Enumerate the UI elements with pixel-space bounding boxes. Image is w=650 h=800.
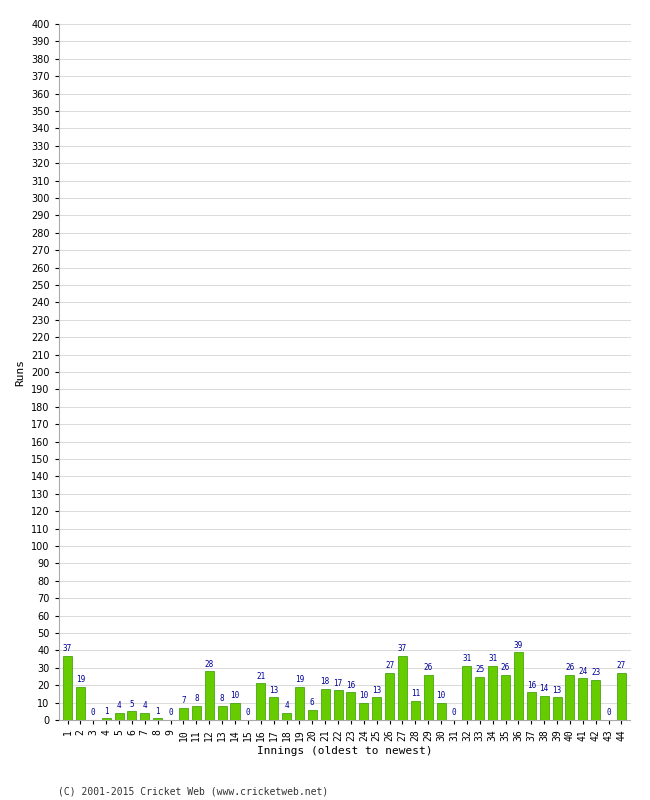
Text: 6: 6 bbox=[310, 698, 315, 707]
Bar bbox=[218, 706, 227, 720]
Text: 24: 24 bbox=[578, 666, 588, 676]
Text: 8: 8 bbox=[194, 694, 199, 703]
Bar bbox=[101, 718, 111, 720]
Bar bbox=[501, 674, 510, 720]
Bar bbox=[552, 698, 562, 720]
Text: 1: 1 bbox=[155, 706, 160, 716]
Bar bbox=[192, 706, 201, 720]
Bar bbox=[153, 718, 162, 720]
Text: 4: 4 bbox=[117, 702, 122, 710]
Text: 26: 26 bbox=[501, 663, 510, 672]
Text: 0: 0 bbox=[91, 708, 96, 718]
Text: 16: 16 bbox=[346, 681, 356, 690]
Bar bbox=[295, 687, 304, 720]
Text: 5: 5 bbox=[129, 700, 135, 709]
Bar bbox=[127, 711, 136, 720]
Bar bbox=[411, 701, 420, 720]
Bar bbox=[333, 690, 343, 720]
Bar bbox=[282, 713, 291, 720]
Bar bbox=[308, 710, 317, 720]
Bar bbox=[346, 692, 356, 720]
Text: 21: 21 bbox=[256, 672, 265, 681]
Text: 0: 0 bbox=[606, 708, 611, 718]
Text: 4: 4 bbox=[142, 702, 147, 710]
Text: 16: 16 bbox=[526, 681, 536, 690]
Text: 23: 23 bbox=[591, 668, 601, 678]
Bar bbox=[566, 674, 575, 720]
Bar bbox=[372, 698, 381, 720]
Text: 19: 19 bbox=[76, 675, 85, 684]
Bar bbox=[256, 683, 265, 720]
Bar bbox=[231, 702, 239, 720]
Bar bbox=[578, 678, 588, 720]
Text: 11: 11 bbox=[411, 690, 420, 698]
Bar bbox=[359, 702, 369, 720]
Text: 10: 10 bbox=[437, 691, 446, 700]
Text: 13: 13 bbox=[552, 686, 562, 694]
Bar bbox=[488, 666, 497, 720]
Text: 7: 7 bbox=[181, 696, 186, 706]
Text: 37: 37 bbox=[63, 644, 72, 653]
Bar bbox=[269, 698, 278, 720]
Text: 1: 1 bbox=[104, 706, 109, 716]
Text: 10: 10 bbox=[230, 691, 240, 700]
Text: 27: 27 bbox=[617, 662, 626, 670]
Text: 17: 17 bbox=[333, 679, 343, 688]
Text: 39: 39 bbox=[514, 641, 523, 650]
Bar bbox=[205, 671, 214, 720]
Text: 18: 18 bbox=[320, 677, 330, 686]
Bar bbox=[140, 713, 150, 720]
Bar bbox=[320, 689, 330, 720]
Bar bbox=[179, 708, 188, 720]
Text: 28: 28 bbox=[205, 660, 214, 669]
Bar bbox=[114, 713, 124, 720]
Text: 27: 27 bbox=[385, 662, 394, 670]
Text: 13: 13 bbox=[269, 686, 278, 694]
Text: 26: 26 bbox=[424, 663, 433, 672]
Bar bbox=[526, 692, 536, 720]
Text: 31: 31 bbox=[462, 654, 471, 663]
Bar bbox=[514, 652, 523, 720]
Text: 0: 0 bbox=[168, 708, 173, 718]
Bar bbox=[63, 656, 72, 720]
Text: 19: 19 bbox=[295, 675, 304, 684]
Bar bbox=[540, 696, 549, 720]
Text: 0: 0 bbox=[246, 708, 250, 718]
Text: 14: 14 bbox=[540, 684, 549, 693]
Bar bbox=[592, 680, 600, 720]
Bar bbox=[462, 666, 471, 720]
Text: 8: 8 bbox=[220, 694, 224, 703]
Text: 25: 25 bbox=[475, 665, 484, 674]
Bar bbox=[475, 677, 484, 720]
Bar bbox=[617, 673, 626, 720]
Bar bbox=[424, 674, 433, 720]
Bar bbox=[76, 687, 85, 720]
Bar bbox=[385, 673, 394, 720]
Text: 10: 10 bbox=[359, 691, 369, 700]
X-axis label: Innings (oldest to newest): Innings (oldest to newest) bbox=[257, 746, 432, 756]
Text: 0: 0 bbox=[452, 708, 456, 718]
Text: (C) 2001-2015 Cricket Web (www.cricketweb.net): (C) 2001-2015 Cricket Web (www.cricketwe… bbox=[58, 786, 329, 796]
Text: 31: 31 bbox=[488, 654, 497, 663]
Y-axis label: Runs: Runs bbox=[16, 358, 25, 386]
Text: 13: 13 bbox=[372, 686, 382, 694]
Text: 26: 26 bbox=[566, 663, 575, 672]
Text: 4: 4 bbox=[284, 702, 289, 710]
Bar bbox=[398, 656, 407, 720]
Bar bbox=[437, 702, 446, 720]
Text: 37: 37 bbox=[398, 644, 407, 653]
